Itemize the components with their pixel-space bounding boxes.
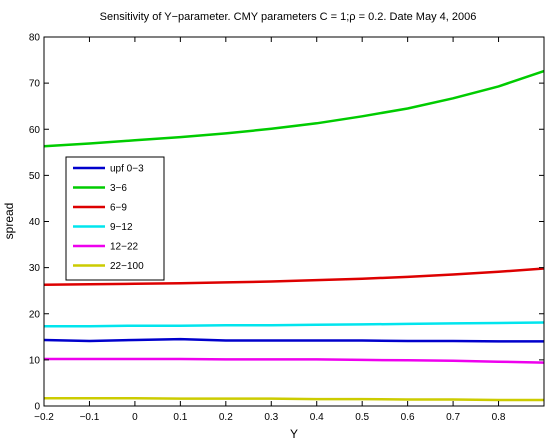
x-tick-label: −0.2: [34, 412, 54, 423]
x-tick-label: 0.5: [355, 412, 369, 423]
legend-label: 9−12: [110, 222, 133, 233]
y-tick-label: 60: [29, 125, 41, 136]
y-tick-label: 50: [29, 171, 41, 182]
legend-label: 22−100: [110, 261, 144, 272]
y-tick-label: 80: [29, 33, 41, 44]
x-tick-label: 0.3: [264, 412, 278, 423]
y-tick-label: 10: [29, 355, 41, 366]
series-line-5: [44, 396, 544, 402]
y-tick-label: 70: [29, 79, 41, 90]
series-line-4: [44, 357, 545, 364]
y-axis-label: spread: [2, 203, 16, 240]
legend-label: 6−9: [110, 203, 127, 214]
y-tick-label: 20: [29, 309, 41, 320]
x-tick-label: 0.2: [219, 412, 233, 423]
series-line-0: [43, 337, 544, 343]
legend-label: 3−6: [110, 183, 127, 194]
axis-layer: −0.2 −0.1 0 0.1 0.2 0.3 0.4 0.5 0.6 0.7 0.8 0 10 20 30…: [29, 33, 545, 423]
x-tick-label: 0.8: [492, 412, 506, 423]
legend: upf 0−3 3−6 6−9 9−12 12−22 22−100: [65, 156, 165, 281]
x-tick-label: 0.7: [446, 412, 460, 423]
y-tick-label: 40: [29, 217, 41, 228]
y-tick-label: 0: [34, 402, 40, 413]
series-layer: [43, 69, 545, 402]
chart-title: Sensitivity of Y−parameter. CMY paramete…: [100, 11, 477, 23]
legend-box: [65, 156, 165, 281]
series-line-2: [43, 267, 545, 286]
x-tick-label: −0.1: [80, 412, 100, 423]
x-axis-label: Y: [290, 427, 298, 441]
x-tick-label: 0.1: [173, 412, 187, 423]
legend-label: 12−22: [110, 242, 139, 253]
legend-label: upf 0−3: [110, 164, 144, 175]
x-tick-label: 0.4: [310, 412, 324, 423]
x-tick-label: 0.6: [401, 412, 415, 423]
series-line-3: [44, 321, 545, 328]
y-tick-label: 30: [29, 263, 41, 274]
series-line-1: [43, 69, 545, 148]
x-tick-label: 0: [132, 412, 138, 423]
